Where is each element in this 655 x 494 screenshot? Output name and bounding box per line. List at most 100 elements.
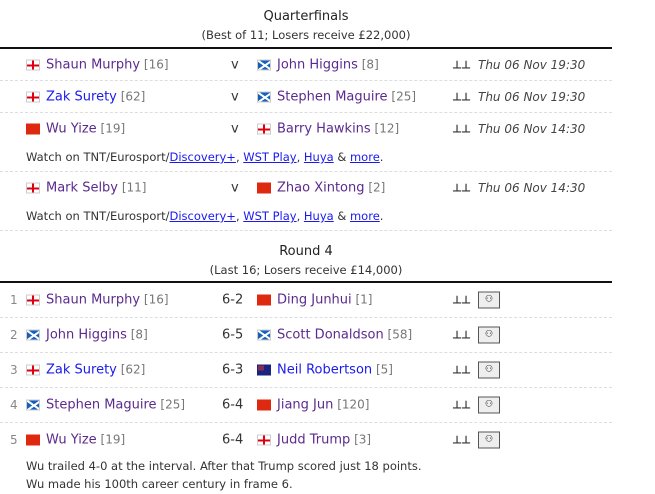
match-score: 6-2 [222,292,244,308]
player-link[interactable]: Wu Yize [46,121,97,136]
player: Judd Trump [3] [277,433,371,448]
china-flag-icon [26,434,40,446]
player: John Higgins [8] [46,328,148,343]
player: Scott Donaldson [58] [277,328,412,343]
player-link[interactable]: Judd Trump [277,432,351,448]
section-subtitle-quarterfinals: (Best of 11; Losers receive £22,000) [201,28,411,42]
player-link[interactable]: Barry Hawkins [277,121,371,136]
frame-scores-icon[interactable]: ⚇ [478,431,500,449]
text: , [296,150,304,164]
england-flag-icon [26,294,40,306]
frame-scores-icon[interactable]: ⚇ [478,326,500,344]
text: , [235,209,244,223]
text: , [235,150,244,164]
stream-link[interactable]: Discovery+ [169,209,236,223]
stream-link[interactable]: Huya [303,150,334,164]
match-row: Zak Surety [62] v Stephen Maguire [25] ⊥⊥ Th… [0,81,612,113]
player-link[interactable]: Wu Yize [46,432,97,448]
table-icon[interactable]: ⊥⊥ [452,328,471,342]
match-row: Shaun Murphy [16] v John Higgins [8] ⊥⊥ Thu … [0,49,612,81]
player-link[interactable]: Zak Surety [46,89,117,104]
match-score: 6-4 [222,397,244,413]
table-icon[interactable]: ⊥⊥ [452,398,471,412]
player: Stephen Maguire [25] [46,398,185,413]
table-icon[interactable]: ⊥⊥ [452,122,471,135]
player-seed: [16] [143,292,169,307]
match-note: Wu made his 100th career century in fram… [26,477,293,491]
match-row: Wu Yize [19] v Barry Hawkins [12] ⊥⊥ Thu 06 … [0,113,612,144]
scotland-flag-icon [257,59,271,70]
match-date: Thu 06 Nov 19:30 [478,89,586,104]
china-flag-icon [26,123,40,134]
player-link[interactable]: Jiang Jun [277,397,334,413]
player: John Higgins [8] [277,57,379,72]
player-link[interactable]: John Higgins [277,57,358,72]
match-note: Wu trailed 4-0 at the interval. After th… [26,459,422,473]
table-icon[interactable]: ⊥⊥ [452,363,471,377]
quarterfinals-list: Shaun Murphy [16] v John Higgins [8] ⊥⊥ Thu … [0,49,612,231]
table-icon[interactable]: ⊥⊥ [452,181,471,194]
australia-flag-icon [257,364,271,376]
stream-link[interactable]: more [349,150,380,164]
player-link[interactable]: Zhao Xintong [277,180,365,195]
match-separator: v [231,121,239,136]
match-date: Thu 06 Nov 19:30 [478,57,586,72]
match-date: Thu 06 Nov 14:30 [478,121,586,136]
scotland-flag-icon [26,399,40,411]
player-seed: [58] [387,327,413,342]
table-icon[interactable]: ⊥⊥ [452,58,471,71]
match-number: 4 [10,398,18,412]
player-seed: [1] [355,292,373,307]
stream-link[interactable]: more [349,209,380,223]
match-date: Thu 06 Nov 14:30 [478,180,586,195]
section-title-quarterfinals: Quarterfinals [263,9,349,24]
match-number: 3 [10,363,18,377]
player-seed: [11] [121,180,147,194]
stream-link[interactable]: Huya [303,209,334,223]
player-link[interactable]: Shaun Murphy [46,292,141,308]
text: Watch on TNT/Eurosport/ [26,209,170,223]
player-seed: [19] [100,432,126,447]
stream-link[interactable]: WST Play [243,150,297,164]
player-seed: [25] [391,89,417,103]
scotland-flag-icon [26,329,40,341]
table-icon[interactable]: ⊥⊥ [452,90,471,103]
player-seed: [62] [120,89,146,103]
player: Mark Selby [11] [46,180,146,195]
divider [0,47,612,49]
player-seed: [19] [100,121,126,135]
round4-list: 1 Shaun Murphy [16] 6-2 Ding Junhui [1] ⊥⊥ ⚇ 2… [0,283,612,493]
frame-scores-icon[interactable]: ⚇ [478,396,500,414]
player-seed: [16] [143,57,169,71]
table-icon[interactable]: ⊥⊥ [452,433,471,447]
player-link[interactable]: Stephen Maguire [46,397,157,413]
china-flag-icon [257,399,271,411]
player: Zhao Xintong [2] [277,180,385,195]
stream-link[interactable]: Discovery+ [169,150,236,164]
player-link[interactable]: John Higgins [46,327,127,343]
section-subtitle-round4: (Last 16; Losers receive £14,000) [209,263,403,277]
player-seed: [2] [368,180,386,194]
england-flag-icon [257,434,271,446]
england-flag-icon [257,123,271,134]
match-score: 6-5 [222,327,244,343]
table-icon[interactable]: ⊥⊥ [452,293,471,307]
player-link[interactable]: Zak Surety [46,362,117,378]
player-link[interactable]: Shaun Murphy [46,57,141,72]
player-link[interactable]: Scott Donaldson [277,327,384,343]
stream-link[interactable]: WST Play [243,209,297,223]
scotland-flag-icon [257,91,271,102]
player-link[interactable]: Stephen Maguire [277,89,388,104]
frame-scores-icon[interactable]: ⚇ [478,361,500,379]
player-link[interactable]: Ding Junhui [277,292,352,308]
player: Zak Surety [62] [46,89,145,104]
text: . [379,209,384,223]
text: & [333,209,350,223]
player: Neil Robertson [5] [277,363,393,378]
frame-scores-icon[interactable]: ⚇ [478,291,500,309]
player-seed: [3] [354,432,372,447]
match-separator: v [231,89,239,104]
player-link[interactable]: Neil Robertson [277,362,373,378]
player-link[interactable]: Mark Selby [46,180,118,195]
match-number: 5 [10,433,18,447]
